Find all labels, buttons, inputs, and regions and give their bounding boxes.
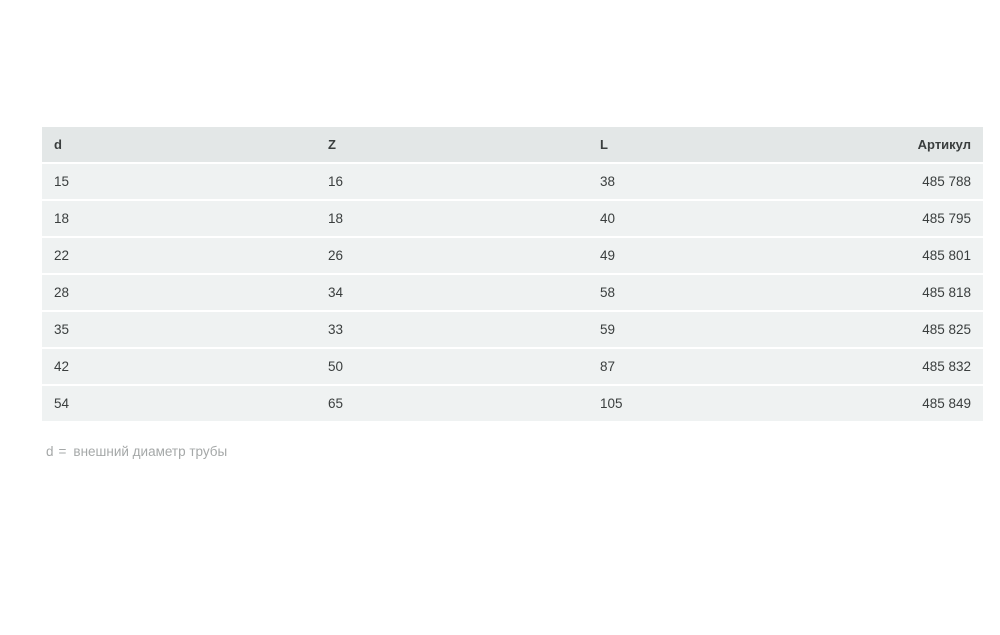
table-cell-z: 18: [316, 201, 588, 236]
footnote-equals: =: [58, 444, 67, 459]
table-cell-d: 54: [42, 386, 316, 421]
column-header-article: Артикул: [860, 127, 983, 162]
product-spec-table: d Z L Артикул 15 16 38 485 788 18 18 40 485 795 22 2…: [42, 125, 983, 423]
footnote: d = внешний диаметр трубы: [46, 444, 227, 459]
table-cell-d: 28: [42, 275, 316, 310]
table-cell-l: 58: [588, 275, 860, 310]
table-cell-z: 34: [316, 275, 588, 310]
table-cell-d: 18: [42, 201, 316, 236]
table-cell-d: 35: [42, 312, 316, 347]
table-cell-article: 485 825: [860, 312, 983, 347]
table-cell-l: 105: [588, 386, 860, 421]
table-cell-z: 50: [316, 349, 588, 384]
table-cell-z: 33: [316, 312, 588, 347]
table-cell-d: 15: [42, 164, 316, 199]
table-cell-z: 65: [316, 386, 588, 421]
footnote-text: внешний диаметр трубы: [73, 444, 228, 459]
table-cell-article: 485 795: [860, 201, 983, 236]
table-row: 15 16 38 485 788: [42, 164, 983, 199]
column-header-d: d: [42, 127, 316, 162]
table-row: 35 33 59 485 825: [42, 312, 983, 347]
table-cell-l: 38: [588, 164, 860, 199]
table-row: 28 34 58 485 818: [42, 275, 983, 310]
table-row: 42 50 87 485 832: [42, 349, 983, 384]
table-header-row: d Z L Артикул: [42, 127, 983, 162]
table-row: 18 18 40 485 795: [42, 201, 983, 236]
table-cell-l: 59: [588, 312, 860, 347]
footnote-term: d: [46, 444, 54, 459]
table-cell-article: 485 801: [860, 238, 983, 273]
spec-table: d Z L Артикул 15 16 38 485 788 18 18 40 485 795 22 2…: [42, 125, 983, 423]
table-row: 54 65 105 485 849: [42, 386, 983, 421]
table-cell-article: 485 788: [860, 164, 983, 199]
table-cell-d: 42: [42, 349, 316, 384]
table-cell-l: 49: [588, 238, 860, 273]
table-row: 22 26 49 485 801: [42, 238, 983, 273]
table-cell-article: 485 818: [860, 275, 983, 310]
column-header-l: L: [588, 127, 860, 162]
table-cell-z: 16: [316, 164, 588, 199]
table-cell-z: 26: [316, 238, 588, 273]
column-header-z: Z: [316, 127, 588, 162]
table-cell-article: 485 849: [860, 386, 983, 421]
table-cell-l: 40: [588, 201, 860, 236]
table-cell-l: 87: [588, 349, 860, 384]
table-cell-d: 22: [42, 238, 316, 273]
table-cell-article: 485 832: [860, 349, 983, 384]
